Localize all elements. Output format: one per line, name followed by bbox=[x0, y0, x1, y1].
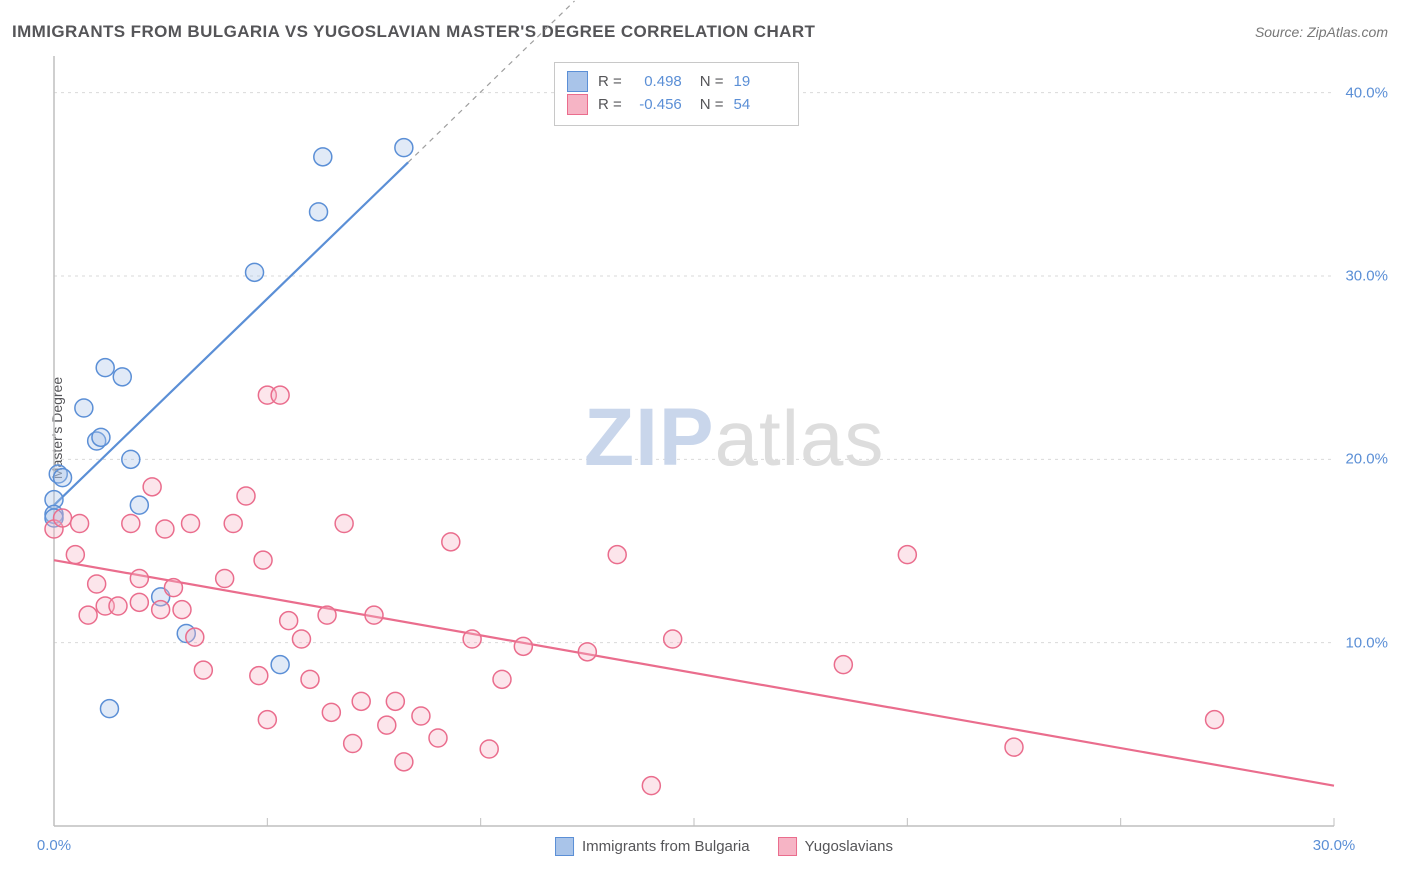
stats-swatch bbox=[567, 71, 588, 92]
legend-swatch bbox=[778, 837, 797, 856]
stats-n-label: N = bbox=[700, 96, 724, 113]
y-tick-label: 10.0% bbox=[1345, 634, 1388, 651]
stats-n-value: 19 bbox=[734, 73, 784, 90]
legend-item: Yugoslavians bbox=[778, 837, 893, 856]
legend: Immigrants from Bulgaria Yugoslavians bbox=[555, 837, 893, 856]
y-tick-label: 30.0% bbox=[1345, 268, 1388, 285]
stats-r-value: -0.456 bbox=[632, 96, 682, 113]
y-tick-label: 40.0% bbox=[1345, 84, 1388, 101]
stats-r-label: R = bbox=[598, 96, 622, 113]
legend-label: Immigrants from Bulgaria bbox=[582, 838, 750, 855]
stats-r-value: 0.498 bbox=[632, 73, 682, 90]
stats-swatch bbox=[567, 94, 588, 115]
stats-row: R = -0.456 N = 54 bbox=[567, 94, 784, 115]
y-tick-label: 20.0% bbox=[1345, 451, 1388, 468]
stats-n-label: N = bbox=[700, 73, 724, 90]
scatter-plot: ZIPatlas R = 0.498 N = 19 R = -0.456 N = 54 10.… bbox=[54, 56, 1394, 826]
stats-row: R = 0.498 N = 19 bbox=[567, 71, 784, 92]
stats-box: R = 0.498 N = 19 R = -0.456 N = 54 bbox=[554, 62, 799, 126]
stats-r-label: R = bbox=[598, 73, 622, 90]
chart-title: IMMIGRANTS FROM BULGARIA VS YUGOSLAVIAN … bbox=[12, 22, 815, 42]
legend-swatch bbox=[555, 837, 574, 856]
x-tick-label: 0.0% bbox=[37, 837, 71, 854]
source-attribution: Source: ZipAtlas.com bbox=[1255, 24, 1388, 40]
x-tick-label: 30.0% bbox=[1313, 837, 1356, 854]
page: IMMIGRANTS FROM BULGARIA VS YUGOSLAVIAN … bbox=[0, 0, 1406, 892]
legend-item: Immigrants from Bulgaria bbox=[555, 837, 750, 856]
stats-n-value: 54 bbox=[734, 96, 784, 113]
legend-label: Yugoslavians bbox=[805, 838, 893, 855]
watermark-logo: ZIPatlas bbox=[584, 391, 884, 485]
